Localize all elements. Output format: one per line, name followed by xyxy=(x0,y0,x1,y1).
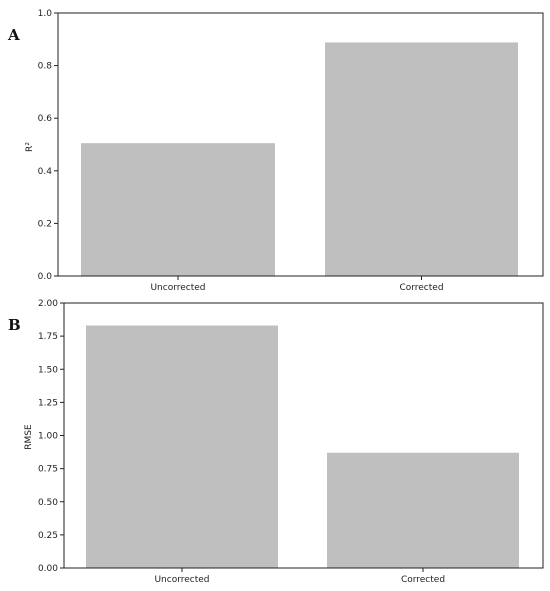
y-tick-label-b-2: 0.50 xyxy=(38,498,58,508)
y-tick-label-a-3: 0.6 xyxy=(38,114,53,124)
y-tick-label-b-7: 1.75 xyxy=(38,332,58,342)
panel-a-letter: A xyxy=(8,26,20,44)
axes-frame-a xyxy=(57,12,544,277)
x-tick-label-b-uncorrected: Uncorrected xyxy=(154,575,209,585)
y-tick-label-b-0: 0.00 xyxy=(38,564,58,574)
y-tick-label-b-5: 1.25 xyxy=(38,398,58,408)
y-tick-label-b-3: 0.75 xyxy=(38,465,58,475)
x-tick-label-a-uncorrected: Uncorrected xyxy=(150,283,205,293)
y-tick-label-b-6: 1.50 xyxy=(38,365,58,375)
y-axis-label-b: RMSE xyxy=(24,424,34,450)
y-tick-label-a-5: 1.0 xyxy=(38,9,53,19)
y-tick-label-a-0: 0.0 xyxy=(38,272,53,282)
y-tick-label-b-4: 1.00 xyxy=(38,432,58,442)
bar-a-uncorrected xyxy=(81,143,275,276)
bar-b-corrected xyxy=(327,452,519,568)
y-tick-label-b-8: 2.00 xyxy=(38,299,58,309)
y-tick-label-b-1: 0.25 xyxy=(38,531,58,541)
y-axis-label-a: R² xyxy=(25,142,35,152)
x-tick-label-b-corrected: Corrected xyxy=(401,575,445,585)
bar-a-corrected xyxy=(325,42,518,277)
x-tick-label-a-corrected: Corrected xyxy=(399,283,443,293)
y-tick-label-a-4: 0.8 xyxy=(38,62,53,72)
panel-b-letter: B xyxy=(8,316,21,334)
bar-b-uncorrected xyxy=(86,325,278,568)
y-tick-label-a-1: 0.2 xyxy=(38,219,52,229)
y-tick-label-a-2: 0.4 xyxy=(38,167,53,177)
